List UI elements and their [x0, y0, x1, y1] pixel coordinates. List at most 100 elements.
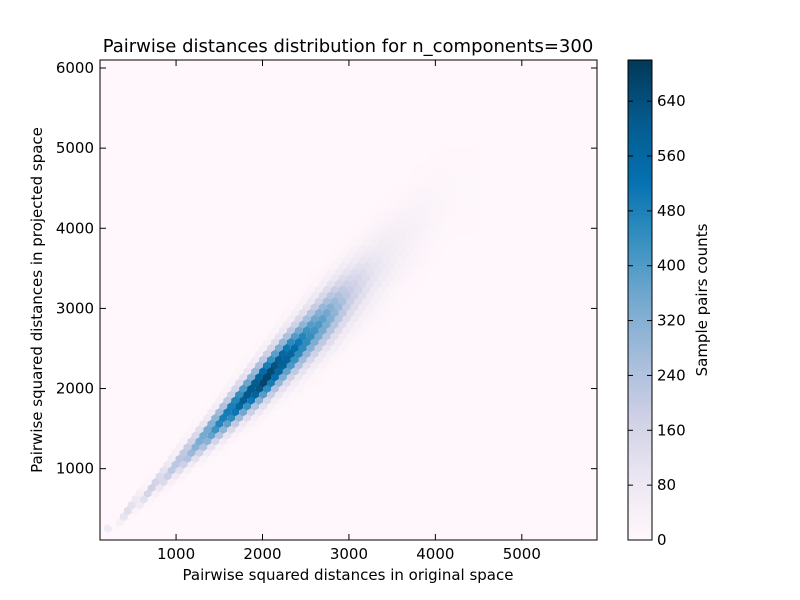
hexbin-cell — [267, 331, 275, 341]
hexbin-cell — [318, 372, 327, 382]
hexbin-cell — [394, 226, 403, 236]
hexbin-cell — [294, 337, 303, 347]
hexbin-cell — [445, 174, 454, 183]
hexbin-cell — [453, 174, 462, 183]
hexbin-cell — [342, 349, 351, 358]
hexbin-cell — [207, 442, 216, 452]
hexbin-cell — [362, 273, 371, 283]
hexbin-cell — [203, 424, 212, 434]
hexbin-cell — [430, 185, 438, 195]
hexbin-cell — [143, 477, 152, 487]
hexbin-cell — [191, 418, 200, 428]
hexbin-cell — [445, 220, 454, 230]
hexbin-cell — [183, 442, 192, 452]
hexbin-cell — [398, 174, 407, 183]
hexbin-cell — [350, 220, 359, 230]
hexbin-cell — [167, 453, 176, 463]
hexbin-cell — [191, 453, 200, 463]
hexbin-cell — [473, 179, 482, 189]
hexbin-cell — [469, 139, 478, 148]
hexbin-cell — [175, 453, 184, 463]
hexbin-cell — [434, 214, 442, 224]
hexbin-cell — [370, 203, 379, 213]
hexbin-cell — [370, 214, 379, 224]
hexbin-cell — [235, 366, 244, 376]
hexbin-cell — [306, 366, 315, 376]
hexbin-cell — [187, 424, 196, 434]
hexbin-cell — [255, 337, 263, 347]
hexbin-cell — [338, 319, 347, 329]
hexbin-cell — [131, 494, 140, 504]
hexbin-cell — [382, 244, 391, 253]
hexbin-cell — [453, 209, 462, 218]
hexbin-cell — [449, 238, 458, 248]
hexbin-cell — [195, 459, 204, 469]
hexbin-cell — [278, 314, 287, 323]
hexbin-cell — [302, 314, 311, 323]
hexbin-cell — [394, 296, 403, 306]
hexbin-cell — [267, 366, 275, 376]
hexbin-cell — [163, 471, 172, 481]
hexbin-cell — [402, 191, 411, 201]
hexbin-cell — [267, 401, 275, 411]
hexbin-cell — [290, 308, 299, 318]
hexbin-cell — [457, 226, 466, 236]
hexbin-cell — [227, 436, 236, 446]
hexbin-cell — [271, 360, 279, 370]
hexbin-cell — [362, 284, 371, 294]
hexbin-cell — [449, 203, 458, 213]
hexbin-cell — [382, 220, 391, 230]
hexbin-cell — [469, 174, 478, 183]
hexbin-cell — [127, 512, 136, 522]
hexbin-cell — [438, 185, 446, 195]
hexbin-cell — [410, 203, 419, 213]
hexbin-cell — [171, 459, 180, 469]
colorbar-tick-label: 400 — [657, 257, 686, 275]
hexbin-cell — [290, 378, 299, 388]
hexbin-cell — [175, 442, 184, 452]
hexbin-cell — [330, 331, 339, 341]
hexbin-cell — [457, 144, 466, 154]
hexbin-cell — [358, 220, 367, 230]
hexbin-cell — [310, 372, 319, 382]
hexbin-cell — [294, 360, 303, 370]
hexbin-cell — [267, 319, 275, 329]
y-tick-label: 6000 — [56, 59, 94, 77]
hexbin-cell — [298, 296, 307, 306]
hexbin-cell — [251, 378, 259, 388]
hexbin-cell — [302, 337, 311, 347]
hexbin-cell — [354, 331, 363, 341]
hexbin-cell — [426, 168, 434, 178]
hexbin-cell — [394, 273, 403, 283]
hexbin-cell — [445, 209, 454, 218]
hexbin-cell — [282, 354, 291, 364]
hexbin-cell — [282, 378, 291, 388]
hexbin-cell — [306, 319, 315, 329]
x-tick-label: 3000 — [330, 545, 368, 563]
hexbin-cell — [322, 366, 331, 376]
hexbin-cell — [430, 232, 438, 242]
hexbin-cell — [203, 401, 212, 411]
hexbin-cell — [326, 325, 335, 335]
hexbin-cell — [422, 244, 430, 253]
hexbin-cell — [442, 203, 450, 213]
hexbin-cell — [239, 384, 248, 393]
hexbin-cell — [398, 220, 407, 230]
hexbin-cell — [215, 407, 224, 417]
hexbin-cell — [414, 209, 422, 218]
hexbin-cell — [227, 401, 236, 411]
hexbin-cell — [151, 465, 160, 475]
hexbin-cell — [390, 209, 399, 218]
hexbin-cell — [207, 395, 216, 405]
hexbin-cell — [159, 488, 168, 498]
hexbin-cell — [243, 389, 252, 399]
hexbin-cell — [278, 360, 287, 370]
hexbin-cell — [378, 203, 387, 213]
hexbin-cell — [223, 430, 232, 440]
hexbin-cell — [445, 162, 454, 172]
hexbin-cell — [167, 465, 176, 475]
hexbin-cell — [310, 325, 319, 335]
hexbin-cell — [338, 354, 347, 364]
hexbin-cell — [402, 214, 411, 224]
hexbin-cell — [422, 150, 430, 160]
